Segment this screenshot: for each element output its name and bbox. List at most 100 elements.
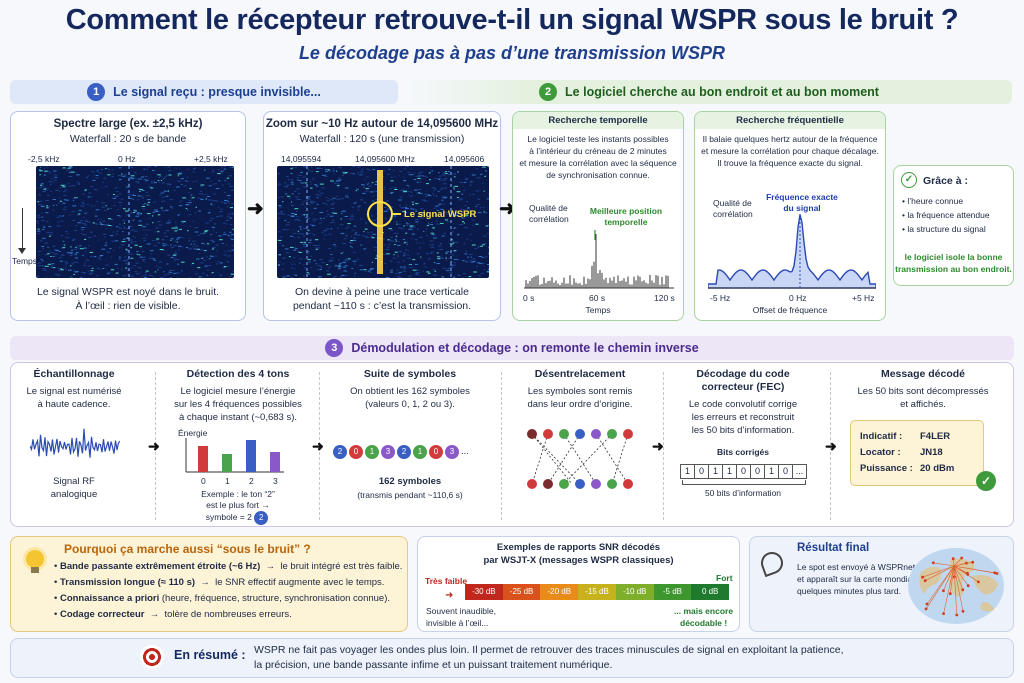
noise-speck <box>150 253 153 255</box>
temporal-title: Recherche temporelle <box>548 115 648 126</box>
noise-speck <box>434 178 439 180</box>
noise-speck <box>39 204 42 206</box>
noise-speck <box>138 224 143 226</box>
noise-speck <box>330 228 333 230</box>
noise-speck <box>178 205 183 207</box>
noise-speck <box>223 267 226 269</box>
noise-speck <box>228 202 230 204</box>
noise-speck <box>115 272 119 274</box>
why-item-1: • Bande passante extrêmement étroite (~6… <box>54 561 403 572</box>
noise-speck <box>465 261 469 263</box>
spot-path <box>925 565 955 610</box>
noise-speck <box>195 245 199 247</box>
noise-speck <box>82 193 85 195</box>
noise-speck <box>60 184 65 186</box>
noise-speck <box>311 225 316 227</box>
noise-speck <box>55 250 59 252</box>
noise-speck <box>396 269 399 271</box>
noise-speck <box>390 236 393 238</box>
noise-speck <box>116 191 119 192</box>
noise-speck <box>93 205 96 207</box>
noise-speck <box>365 190 369 192</box>
noise-speck <box>48 226 52 228</box>
noise-speck <box>83 226 87 228</box>
zoom-waterfall <box>277 166 489 278</box>
noise-speck <box>96 275 99 277</box>
noise-speck <box>204 169 206 171</box>
noise-speck <box>70 246 72 248</box>
noise-speck <box>142 260 145 262</box>
noise-speck <box>188 277 191 278</box>
noise-speck <box>118 179 121 181</box>
noise-speck <box>188 248 192 250</box>
noise-speck <box>172 255 176 257</box>
noise-speck <box>227 200 230 202</box>
noise-speck <box>308 250 310 252</box>
divider-4 <box>663 372 664 520</box>
noise-speck <box>62 215 65 217</box>
bit-more: ... <box>792 464 807 479</box>
noise-speck <box>194 231 199 233</box>
noise-speck <box>68 214 71 216</box>
noise-speck <box>123 227 125 229</box>
noise-speck <box>392 257 397 259</box>
noise-speck <box>40 183 44 185</box>
noise-speck <box>161 192 165 194</box>
bit-2: 1 <box>708 464 723 479</box>
noise-speck <box>365 188 369 190</box>
noise-speck <box>96 267 100 269</box>
noise-speck <box>118 193 122 195</box>
noise-speck <box>471 225 474 227</box>
step-sampling-desc-1: Le signal est numérisé <box>26 386 122 397</box>
frequency-xtick-1: 0 Hz <box>789 293 807 303</box>
noise-speck <box>367 232 370 233</box>
noise-speck <box>86 204 89 206</box>
noise-speck <box>394 221 398 223</box>
noise-speck <box>315 248 318 250</box>
noise-speck <box>312 177 314 179</box>
bit-1: 0 <box>694 464 709 479</box>
noise-speck <box>87 265 91 267</box>
noise-speck <box>359 173 364 175</box>
noise-speck <box>74 230 78 231</box>
noise-speck <box>62 191 66 193</box>
wide-waterfall-noise <box>36 166 234 278</box>
noise-speck <box>166 183 170 185</box>
zoom-tick-left: 14,095594 <box>281 154 322 164</box>
noise-speck <box>171 227 176 229</box>
wide-waterfall <box>36 166 234 278</box>
noise-speck <box>440 257 444 259</box>
noise-speck <box>369 191 374 193</box>
divider-3 <box>501 372 502 520</box>
noise-speck <box>65 184 68 186</box>
noise-speck <box>170 272 173 273</box>
noise-speck <box>448 243 451 244</box>
noise-speck <box>460 209 465 210</box>
noise-speck <box>46 166 48 168</box>
noise-speck <box>487 268 489 270</box>
why-item-4-text: tolère de nombreuses erreurs. <box>164 609 292 620</box>
noise-speck <box>297 199 302 200</box>
noise-speck <box>282 257 286 259</box>
spot-dot <box>966 584 970 588</box>
noise-speck <box>451 231 454 233</box>
noise-speck <box>143 240 147 242</box>
noise-speck <box>370 236 373 238</box>
noise-speck <box>389 260 393 262</box>
noise-speck <box>319 258 323 260</box>
noise-speck <box>223 233 227 235</box>
noise-speck <box>88 245 90 247</box>
noise-speck <box>103 177 107 179</box>
noise-speck <box>359 199 364 201</box>
noise-speck <box>328 170 332 172</box>
noise-speck <box>299 262 301 264</box>
noise-speck <box>317 191 320 193</box>
noise-speck <box>50 190 52 192</box>
noise-speck <box>406 243 408 245</box>
section-2-number: 2 <box>539 83 558 101</box>
noise-speck <box>412 259 416 261</box>
noise-speck <box>414 263 418 265</box>
noise-speck <box>83 216 85 218</box>
noise-speck <box>399 204 401 206</box>
noise-speck <box>330 253 333 255</box>
